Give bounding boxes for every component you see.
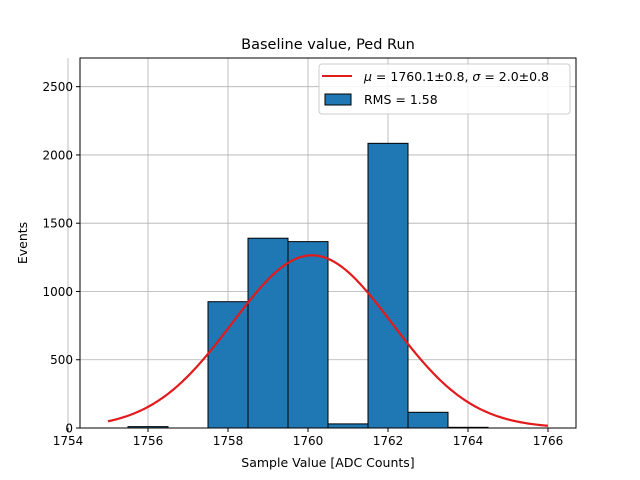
legend-mu-text: = 1760.1±0.8,	[372, 69, 472, 84]
x-tick-label: 1766	[533, 434, 564, 448]
y-tick-label: 1500	[42, 217, 73, 231]
legend-sigma-symbol: σ	[472, 69, 481, 84]
y-tick-label: 500	[50, 353, 73, 367]
legend: μ = 1760.1±0.8, σ = 2.0±0.8 RMS = 1.58	[318, 63, 571, 115]
histogram-bar	[367, 142, 409, 429]
histogram-bar	[287, 241, 329, 429]
histogram-bar	[327, 423, 369, 429]
histogram-bar	[407, 411, 449, 429]
y-tick-label: 1000	[42, 285, 73, 299]
legend-box	[318, 63, 571, 115]
plot-frame	[79, 57, 577, 429]
chart-title: Baseline value, Ped Run	[241, 37, 415, 53]
y-tick-label: 2000	[42, 148, 73, 162]
x-tick-label: 1754	[53, 434, 84, 448]
legend-fit-label: μ = 1760.1±0.8, σ = 2.0±0.8	[363, 69, 549, 84]
y-axis-ticks: 0 500 1000 1500 2000 2500	[42, 80, 80, 436]
y-tick-label: 2500	[42, 80, 73, 94]
x-tick-label: 1760	[293, 434, 324, 448]
x-tick-label: 1756	[133, 434, 164, 448]
legend-sigma-text: = 2.0±0.8	[480, 69, 549, 84]
y-tick-label: 0	[65, 422, 73, 436]
x-tick-label: 1758	[213, 434, 244, 448]
x-axis-ticks: 1754 1756 1758 1760 1762 1764 1766	[53, 428, 564, 448]
x-tick-label: 1764	[453, 434, 484, 448]
x-axis-label: Sample Value [ADC Counts]	[241, 455, 414, 470]
gaussian-fit-line	[107, 254, 549, 427]
histogram-bars	[127, 142, 489, 429]
legend-rms-label: RMS = 1.58	[364, 92, 438, 107]
x-tick-label: 1762	[373, 434, 404, 448]
histogram-bar	[207, 301, 249, 429]
legend-bar-swatch	[324, 93, 352, 106]
legend-mu-symbol: μ	[363, 69, 372, 84]
y-axis-label: Events	[15, 222, 30, 264]
fit-curve-layer	[107, 254, 549, 427]
